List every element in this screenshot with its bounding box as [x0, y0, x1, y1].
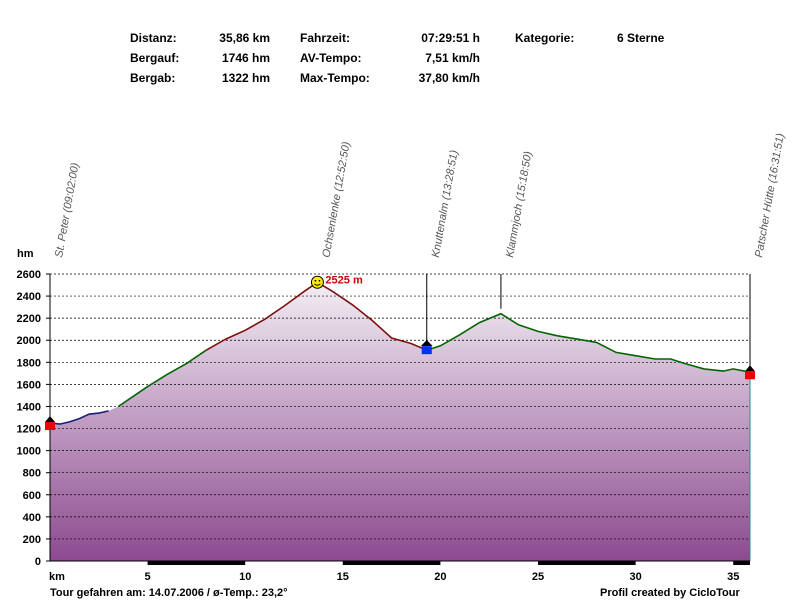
elevation-area — [50, 282, 750, 561]
y-axis-ticks: 0 200 400 600 800 1000 1200 1400 1600 1800 2000 220… — [17, 269, 751, 568]
smiley-mouth — [314, 283, 321, 286]
distanz-label: Distanz: — [130, 31, 177, 45]
waypoint-label: Patscher Hütte (16:31:51) — [753, 132, 787, 258]
y-tick-label: 2400 — [17, 291, 41, 303]
y-tick-label: 600 — [23, 490, 41, 502]
fahrzeit-value: 07:29:51 h — [421, 31, 480, 45]
tour-info-footer: Tour gefahren am: 14.07.2006 / ø-Temp.: … — [50, 587, 288, 599]
maxtempo-label: Max-Tempo: — [300, 71, 370, 85]
smiley-icon — [310, 275, 324, 289]
y-tick-label: 0 — [35, 556, 41, 568]
x-tick-label: 30 — [629, 571, 641, 583]
y-tick-label: 2000 — [17, 335, 41, 347]
y-tick-label: 2200 — [17, 313, 41, 325]
x-tick-label: 10 — [239, 571, 251, 583]
waypoint-label: Klammjoch (15:18:50) — [504, 150, 535, 258]
waypoint-marker — [745, 371, 755, 380]
y-tick-label: 200 — [23, 534, 41, 546]
y-tick-label: 400 — [23, 512, 41, 524]
kategorie-value: 6 Sterne — [617, 31, 665, 45]
x-axis-band — [147, 561, 246, 565]
waypoint-label: St. Peter (09:02:00) — [53, 162, 82, 259]
profile-segment — [49, 410, 109, 425]
bergauf-value: 1746 hm — [221, 51, 270, 65]
x-axis-label: km — [49, 571, 65, 583]
bergauf-label: Bergauf: — [130, 51, 180, 65]
bergab-value: 1322 hm — [221, 71, 270, 85]
fahrzeit-label: Fahrzeit: — [300, 31, 351, 45]
bergab-label: Bergab: — [130, 71, 176, 85]
x-axis-band — [733, 561, 750, 565]
waypoint-label: Knuttenalm (13:28:51) — [430, 149, 461, 259]
y-tick-label: 1600 — [17, 379, 41, 391]
profile-segment — [426, 312, 751, 373]
x-tick-label: 5 — [145, 571, 151, 583]
smiley-eye — [314, 279, 317, 282]
x-tick-label: 25 — [532, 571, 544, 583]
kategorie-label: Kategorie: — [515, 31, 575, 45]
waypoint-flag-icon — [420, 340, 433, 347]
x-tick-label: 20 — [434, 571, 446, 583]
x-axis-band — [538, 561, 636, 565]
waypoint-flag-icon — [45, 416, 55, 423]
waypoint-marker — [45, 422, 55, 431]
x-axis-band — [342, 561, 441, 565]
y-tick-label: 800 — [23, 468, 41, 480]
x-tick-label: 35 — [727, 571, 739, 583]
distanz-value: 35,86 km — [219, 31, 270, 45]
x-tick-label: 15 — [337, 571, 349, 583]
y-tick-label: 2600 — [17, 269, 41, 281]
waypoint-marker — [421, 346, 432, 355]
peak-elevation-label: 2525 m — [325, 274, 363, 286]
x-axis-ticks: 5 10 15 20 25 30 35 — [145, 561, 750, 583]
waypoint-label: Ochsenlenke (12:52:50) — [321, 140, 353, 258]
smiley-eye — [318, 279, 321, 282]
y-tick-label: 1200 — [17, 424, 41, 436]
profile-segment — [117, 349, 207, 408]
grid-lines — [50, 273, 750, 540]
waypoint-flag-icon — [745, 365, 755, 372]
maxtempo-value: 37,80 km/h — [418, 71, 480, 85]
y-tick-label: 1800 — [17, 357, 41, 369]
y-tick-label: 1400 — [17, 401, 41, 413]
y-axis-label: hm — [17, 248, 34, 260]
credit-footer: Profil created by CicloTour — [600, 587, 740, 599]
avtempo-label: AV-Tempo: — [300, 51, 362, 65]
y-tick-label: 1000 — [17, 446, 41, 458]
avtempo-value: 7,51 km/h — [425, 51, 480, 65]
